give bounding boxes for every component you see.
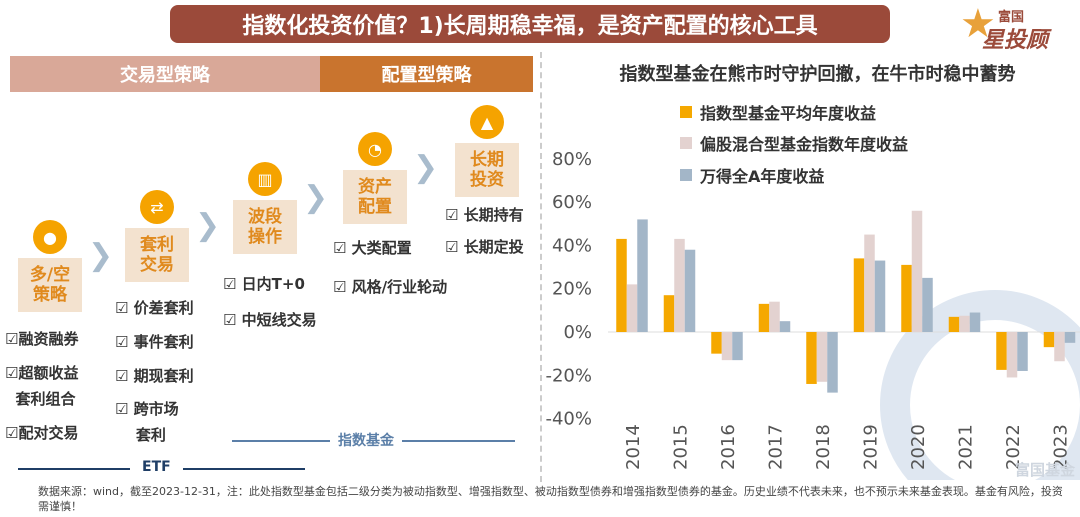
legend-item: 万得全A年度收益 xyxy=(680,163,824,187)
step-box: 资产 配置 xyxy=(343,170,407,224)
step-item: ☑ 大类配置 xyxy=(333,239,412,257)
step-item: ☑ 日内T+0 xyxy=(223,275,305,293)
chevron-right-icon: ❯ xyxy=(88,238,114,273)
step-item: ☑ 期现套利 xyxy=(115,367,194,385)
bar-2022-s2 xyxy=(1017,332,1028,371)
page-title: 指数化投资价值？1)长周期稳幸福，是资产配置的核心工具 xyxy=(170,5,890,43)
pie-icon: ◔ xyxy=(358,132,392,166)
legend-swatch xyxy=(680,169,692,181)
y-tick-label: 40% xyxy=(552,235,592,256)
x-tick-label: 2014 xyxy=(623,424,644,470)
chart-title: 指数型基金在熊市时守护回撤，在牛市时稳中蓄势 xyxy=(619,64,1016,85)
bar-2020-s2 xyxy=(922,277,933,332)
bar-2019-s2 xyxy=(874,260,886,332)
footnote: 数据来源：wind，截至2023-12-31，注：此处指数型基金包括二级分类为被… xyxy=(38,485,1063,514)
trading-strategy-header: 交易型策略 xyxy=(10,56,320,92)
step-item: ☑ 长期定投 xyxy=(445,238,524,256)
chevron-right-icon: ❯ xyxy=(303,180,329,215)
step-item: ☑ 风格/行业轮动 xyxy=(333,278,448,296)
y-tick-label: -20% xyxy=(545,365,592,386)
x-tick-label: 2023 xyxy=(1051,424,1072,470)
y-tick-label: -40% xyxy=(545,409,592,430)
bar-2018-s0 xyxy=(806,332,817,384)
legend-item: 指数型基金平均年度收益 xyxy=(680,100,876,124)
legend-swatch xyxy=(680,106,692,118)
bar-2021-s0 xyxy=(948,316,960,332)
bar-2023-s2 xyxy=(1064,332,1076,343)
step-box: 套利 交易 xyxy=(125,228,189,282)
bar-2023-s0 xyxy=(1043,332,1055,348)
x-tick-label: 2019 xyxy=(861,424,882,470)
allocation-strategy-header: 配置型策略 xyxy=(320,56,533,92)
bar-2018-s2 xyxy=(827,332,838,393)
legend-label: 偏股混合型基金指数年度收益 xyxy=(700,135,909,154)
legend-label: 万得全A年度收益 xyxy=(700,167,825,186)
step-item: ☑ 价差套利 xyxy=(115,299,194,317)
logo-line1: 富国 xyxy=(998,10,1025,25)
bar-2023-s1 xyxy=(1054,332,1065,362)
bar-2017-s2 xyxy=(779,321,791,332)
x-tick-label: 2016 xyxy=(718,424,739,470)
exchange-icon: ⇄ xyxy=(140,190,174,224)
legend-item: 偏股混合型基金指数年度收益 xyxy=(680,131,908,155)
index-fund-label: 指数基金 xyxy=(330,430,402,450)
piggy-icon: ● xyxy=(33,220,67,254)
bar-2015-s1 xyxy=(674,238,685,332)
y-tick-label: 80% xyxy=(552,149,592,170)
bar-2017-s1 xyxy=(769,301,780,332)
step-box: 波段 操作 xyxy=(233,200,297,254)
watermark-logo xyxy=(880,290,1080,480)
bar-2020-s1 xyxy=(911,210,923,332)
candlestick-icon: ▥ xyxy=(248,162,282,196)
step-box: 长期 投资 xyxy=(455,143,519,197)
step-item: ☑融资融券 xyxy=(5,330,79,348)
bar-2014-s2 xyxy=(637,219,648,332)
bar-2014-s1 xyxy=(626,284,638,332)
bar-2018-s1 xyxy=(816,332,828,382)
bar-2021-s1 xyxy=(959,315,970,332)
etf-label: ETF xyxy=(130,459,183,475)
step-item: ☑配对交易 xyxy=(5,424,79,442)
x-tick-label: 2021 xyxy=(956,424,977,470)
bar-2022-s1 xyxy=(1006,332,1018,378)
bar-2017-s0 xyxy=(758,303,770,332)
bar-2016-s1 xyxy=(721,332,733,361)
bar-2022-s0 xyxy=(996,332,1007,370)
step-item: ☑ 跨市场 套利 xyxy=(115,400,179,444)
bar-2015-s2 xyxy=(684,249,696,332)
x-tick-label: 2017 xyxy=(766,424,787,470)
x-tick-label: 2015 xyxy=(671,424,692,470)
step-item: ☑ 中短线交易 xyxy=(223,311,317,329)
step-item: ☑超额收益 套利组合 xyxy=(5,364,79,408)
logo: ★ 富国 星投顾 xyxy=(960,1,1075,53)
chevron-right-icon: ❯ xyxy=(195,208,221,243)
step-item: ☑ 长期持有 xyxy=(445,206,524,224)
chevron-right-icon: ❯ xyxy=(413,150,439,185)
bar-2015-s0 xyxy=(663,295,675,332)
bar-2016-s0 xyxy=(711,332,722,354)
x-tick-label: 2020 xyxy=(908,424,929,470)
growth-icon: ▲ xyxy=(470,105,504,139)
bar-2019-s0 xyxy=(853,258,865,332)
logo-line2: 星投顾 xyxy=(982,28,1049,53)
legend-label: 指数型基金平均年度收益 xyxy=(700,104,877,123)
bar-2016-s2 xyxy=(732,332,743,361)
y-tick-label: 60% xyxy=(552,192,592,213)
bar-2020-s0 xyxy=(901,264,912,332)
divider xyxy=(540,52,542,482)
legend-swatch xyxy=(680,137,692,149)
bar-2019-s1 xyxy=(864,234,875,332)
bar-2014-s0 xyxy=(616,238,627,332)
bar-chart: 80% 60% 40% 20% 0% -20% -40% 2014 2015 2016 2017 20… xyxy=(545,149,1080,480)
bar-2021-s2 xyxy=(969,312,981,332)
step-box: 多/空 策略 xyxy=(18,258,82,312)
star-icon: ★ xyxy=(960,1,996,47)
step-item: ☑ 事件套利 xyxy=(115,333,194,351)
x-tick-label: 2018 xyxy=(813,424,834,470)
y-tick-label: 20% xyxy=(552,279,592,300)
y-tick-label: 0% xyxy=(563,322,592,343)
x-tick-label: 2022 xyxy=(1003,424,1024,470)
watermark-text: 富国基金 xyxy=(1015,461,1076,479)
